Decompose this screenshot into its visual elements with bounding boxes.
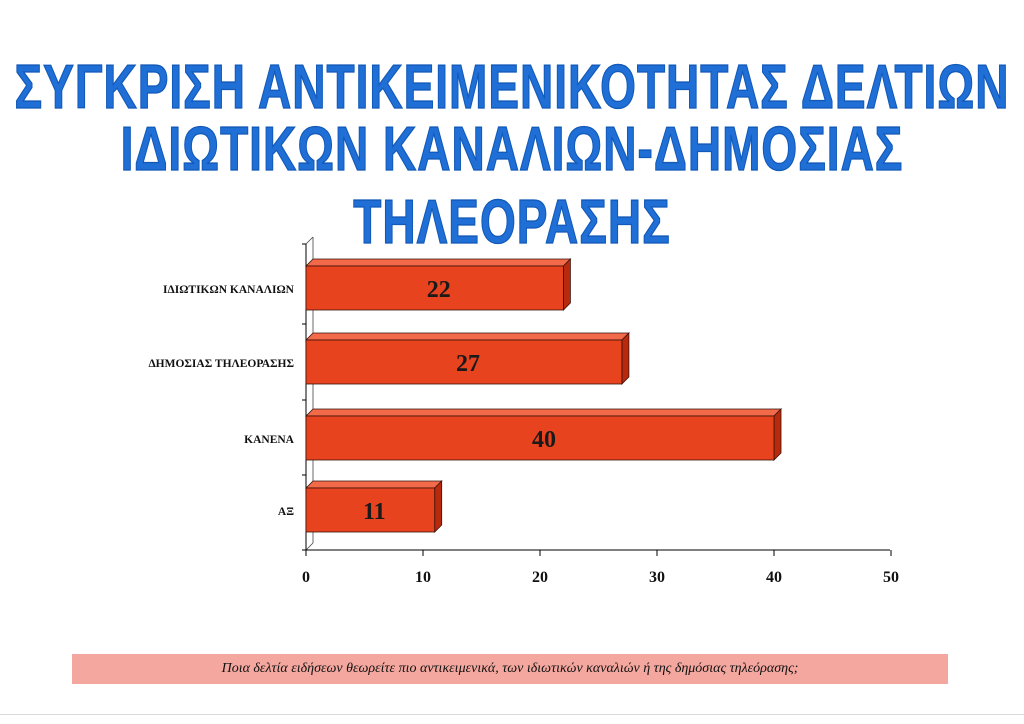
bar bbox=[305, 339, 623, 385]
bar-side-face bbox=[563, 258, 571, 311]
bar-top-face bbox=[305, 258, 572, 267]
x-tick-label: 40 bbox=[766, 569, 782, 586]
bar bbox=[305, 265, 564, 311]
category-label: ΚΑΝΕΝΑ bbox=[244, 434, 295, 446]
bar-side-face bbox=[773, 408, 782, 461]
category-label: ΔΗΜΟΣΙΑΣ ΤΗΛΕΟΡΑΣΗΣ bbox=[148, 358, 294, 370]
y-axis-top-edge bbox=[305, 236, 314, 245]
x-tick-label: 30 bbox=[649, 569, 665, 586]
x-tick-label: 10 bbox=[415, 569, 431, 586]
page-divider bbox=[0, 714, 1024, 715]
bar-top-face bbox=[305, 332, 630, 341]
x-tick-label: 50 bbox=[883, 569, 899, 586]
bar-top-face bbox=[305, 480, 443, 489]
bar-chart: 0 10 20 30 40 50 22 ΙΔΙΩΤΙΚΩΝ ΚΑΝΑΛΙΩΝ 27 ΔΗΜΟΣΙΑ… bbox=[148, 236, 899, 586]
bar bbox=[305, 487, 436, 533]
bar-data-label: 22 bbox=[427, 277, 451, 303]
bar-data-label: 11 bbox=[363, 499, 386, 525]
bar-side-face bbox=[434, 480, 443, 533]
bar-top-face bbox=[305, 408, 782, 417]
x-tick-label: 20 bbox=[532, 569, 548, 586]
bar-side-face bbox=[621, 332, 630, 385]
x-tick-label: 0 bbox=[302, 569, 310, 586]
chart-title-line-2: ΙΔΙΩΤΙΚΩΝ ΚΑΝΑΛΙΩΝ-ΔΗΜΟΣΙΑΣ ΤΗΛΕΟΡΑΣΗΣ bbox=[120, 113, 904, 257]
survey-question-caption: Ποια δελτία ειδήσεων θεωρείτε πιο αντικε… bbox=[72, 654, 948, 684]
y-axis-bottom-edge bbox=[305, 542, 314, 551]
chart-title-line-1: ΣΥΓΚΡΙΣΗ ΑΝΤΙΚΕΙΜΕΝΙΚΟΤΗΤΑΣ ΔΕΛΤΙΩΝ bbox=[14, 51, 1010, 123]
bar-data-label: 27 bbox=[456, 351, 480, 377]
bar bbox=[305, 415, 775, 461]
category-label: ΑΞ bbox=[278, 506, 294, 518]
category-label: ΙΔΙΩΤΙΚΩΝ ΚΑΝΑΛΙΩΝ bbox=[163, 284, 295, 296]
bar-data-label: 40 bbox=[532, 427, 556, 453]
